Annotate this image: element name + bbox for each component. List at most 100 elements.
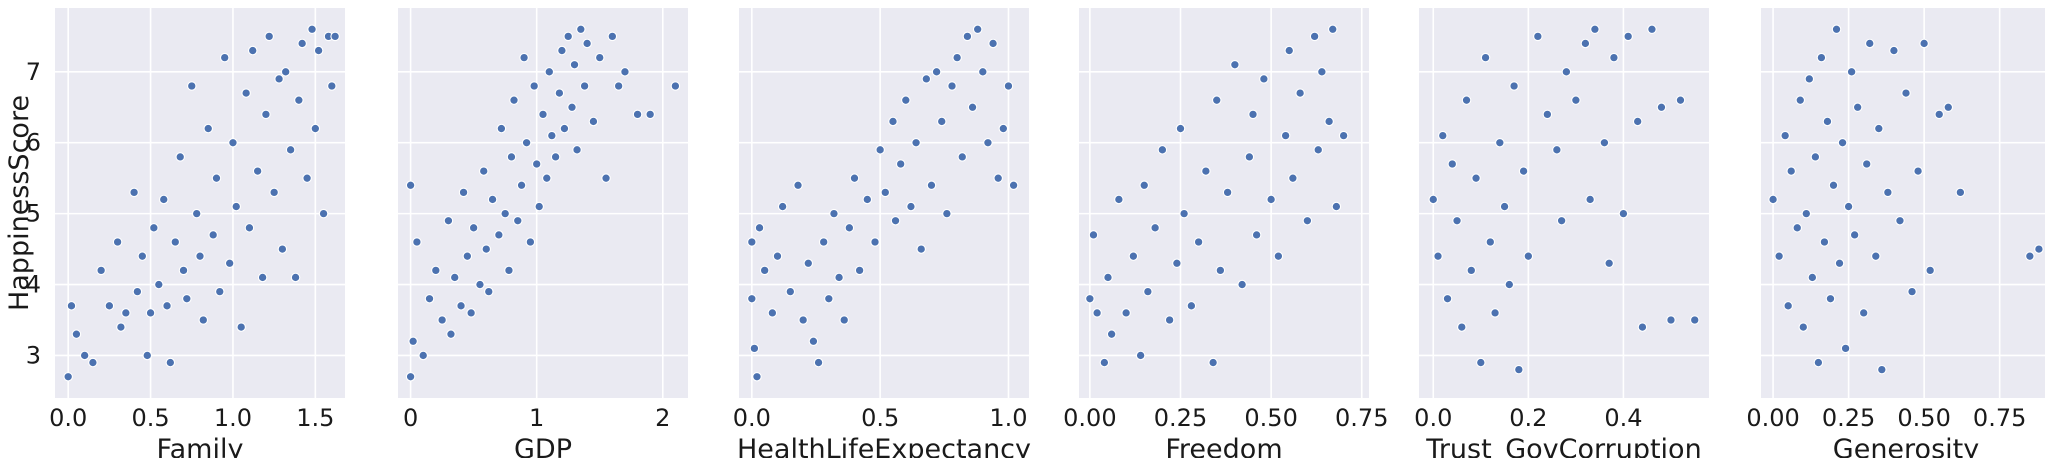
scatter-point (1552, 145, 1562, 155)
scatter-point (1666, 315, 1676, 325)
scatter-point (793, 180, 803, 191)
scatter-point (247, 45, 258, 56)
scatter-point (195, 251, 205, 261)
scatter-point (582, 38, 592, 49)
scatter-point (901, 95, 911, 105)
scatter-point (302, 173, 312, 183)
scatter-point (1324, 116, 1334, 127)
scatter-point (1485, 237, 1496, 247)
scatter-point (1328, 24, 1338, 35)
scatter-point (405, 371, 416, 382)
scatter-point (1490, 308, 1500, 318)
scatter-point (1215, 265, 1226, 276)
scatter-point (1452, 215, 1462, 226)
scatter-point (1556, 215, 1567, 226)
scatter-point (529, 81, 539, 91)
scatter-point (1846, 67, 1857, 77)
scatter-point (244, 223, 255, 233)
scatter-point (142, 350, 153, 361)
scatter-point (509, 95, 519, 105)
scatter-point (1874, 123, 1884, 134)
scatter-point (285, 145, 296, 155)
scatter-point (844, 223, 855, 233)
scatter-point (947, 81, 957, 91)
scatter-point (203, 123, 213, 134)
scatter-point (1861, 159, 1872, 169)
scatter-point (926, 180, 937, 191)
scatter-point (839, 315, 849, 325)
scatter-point (559, 123, 570, 134)
scatter-point (1840, 343, 1851, 354)
scatter-point (579, 81, 590, 91)
scatter-point (870, 237, 880, 247)
scatter-point (211, 173, 222, 183)
scatter-point (182, 293, 192, 304)
scatter-point (418, 350, 428, 361)
scatter-point (1877, 364, 1887, 375)
y-tick-label: 4 (26, 271, 41, 299)
scatter-point (1201, 166, 1211, 176)
scatter-point (1139, 180, 1150, 191)
scatter-point (132, 286, 143, 297)
scatter-point (538, 109, 548, 120)
scatter-point (1816, 52, 1827, 63)
scatter-point (1580, 38, 1591, 49)
scatter-point (550, 152, 561, 162)
scatter-point (478, 166, 489, 176)
scatter-point (466, 308, 476, 318)
scatter-point (645, 109, 655, 120)
scatter-point (1647, 24, 1657, 35)
scatter-point (96, 265, 106, 276)
scatter-point (1313, 145, 1324, 155)
scatter-point (563, 31, 573, 42)
scatter-point (1828, 180, 1839, 191)
x-axis-label: Freedom (1165, 434, 1282, 458)
scatter-point (104, 301, 115, 311)
scatter-point (1128, 251, 1139, 261)
scatter-point (576, 24, 586, 35)
scatter-point (601, 173, 611, 183)
scatter-point (942, 208, 952, 219)
scatter-point (1099, 357, 1110, 368)
scatter-point (1471, 173, 1481, 183)
scatter-point (834, 272, 844, 283)
scatter-point (607, 31, 618, 42)
scatter-point (224, 258, 235, 269)
panel-4: 0.00 0.25 0.50 0.75 Freedom (1063, 8, 1388, 458)
scatter-point (1618, 208, 1629, 219)
scatter-point (506, 152, 517, 162)
x-tick-label: 0.2 (1509, 404, 1547, 432)
scatter-point (1590, 24, 1600, 35)
scatter-point (670, 81, 681, 91)
scatter-point (1150, 223, 1160, 233)
scatter-point (1925, 265, 1935, 276)
x-axis-label: Generosity (1833, 434, 1979, 458)
scatter-point (424, 293, 435, 304)
scatter-point (1433, 251, 1443, 261)
x-tick-label: 2 (655, 404, 670, 432)
x-tick-label: 0.00 (1063, 404, 1116, 432)
scatter-point (1858, 308, 1869, 318)
scatter-point (1317, 67, 1327, 77)
scatter-point (1907, 286, 1917, 297)
scatter-point (1561, 67, 1572, 77)
scatter-point (462, 251, 473, 261)
x-tick-label: 0.25 (1822, 404, 1875, 432)
scatter-point (456, 301, 466, 311)
scatter-point (1309, 31, 1320, 42)
scatter-point (1792, 223, 1803, 233)
scatter-point (241, 88, 251, 98)
scatter-point (534, 201, 544, 212)
x-tick-label: 1.0 (214, 404, 252, 432)
scatter-point (1092, 308, 1102, 318)
scatter-point (1523, 251, 1534, 261)
scatter-point (516, 180, 527, 191)
x-tick-label: 1.5 (296, 404, 334, 432)
scatter-point (327, 81, 337, 91)
panel-1: 3 4 5 6 7 0.0 0.5 1.0 1.5 Family (26, 8, 345, 458)
scatter-point (1466, 265, 1477, 276)
scatter-point (228, 137, 238, 148)
scatter-point (1331, 201, 1342, 212)
scatter-point (1222, 187, 1233, 198)
